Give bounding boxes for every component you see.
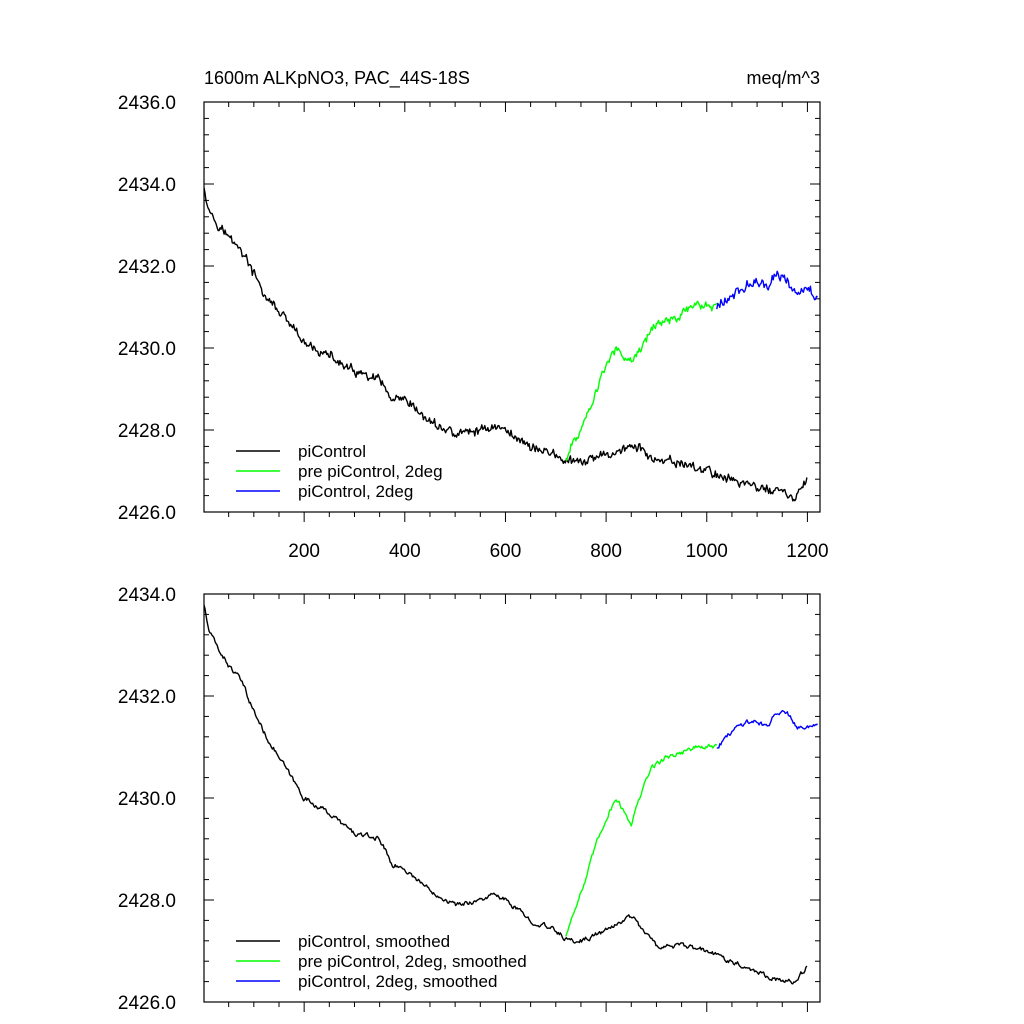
series-line <box>204 604 808 985</box>
y-tick-label: 2432.0 <box>118 687 176 708</box>
legend-label: pre piControl, 2deg, smoothed <box>298 952 527 971</box>
x-tick-label: 400 <box>389 541 421 562</box>
y-tick-label: 2428.0 <box>118 891 176 912</box>
x-tick-label: 600 <box>490 541 522 562</box>
x-tick-label: 1200 <box>786 541 828 562</box>
x-tick-label: 1000 <box>686 541 728 562</box>
series-line <box>565 300 718 461</box>
y-tick-label: 2434.0 <box>118 175 176 196</box>
y-tick-label: 2426.0 <box>118 993 176 1014</box>
series-line <box>716 710 818 749</box>
series-line <box>204 187 808 502</box>
series-line <box>716 270 818 310</box>
plot-frame <box>203 593 821 1003</box>
legend-label: piControl, 2deg <box>298 482 413 501</box>
y-tick-label: 2436.0 <box>118 93 176 114</box>
x-tick-label: 800 <box>590 541 622 562</box>
y-tick-label: 2434.0 <box>118 585 176 606</box>
bottom-panel: 2426.0 2428.0 2430.0 2432.0 2434.0 piControl,… <box>118 585 821 1014</box>
chart-title: 1600m ALKpNO3, PAC_44S-18S <box>204 68 470 89</box>
legend-label: piControl, smoothed <box>298 932 450 951</box>
legend-label: pre piControl, 2deg <box>298 462 443 481</box>
y-tick-label: 2430.0 <box>118 339 176 360</box>
y-tick-label: 2428.0 <box>118 421 176 442</box>
y-tick-label: 2432.0 <box>118 257 176 278</box>
y-tick-label: 2426.0 <box>118 503 176 524</box>
chart-units: meq/m^3 <box>747 68 820 88</box>
series-line <box>565 743 718 937</box>
legend-label: piControl, 2deg, smoothed <box>298 972 497 991</box>
top-panel: 1600m ALKpNO3, PAC_44S-18S meq/m^3 2426.0 2… <box>118 68 829 562</box>
x-tick-label: 200 <box>288 541 320 562</box>
plot-frame <box>203 101 821 513</box>
y-tick-label: 2430.0 <box>118 789 176 810</box>
legend-label: piControl <box>298 442 366 461</box>
